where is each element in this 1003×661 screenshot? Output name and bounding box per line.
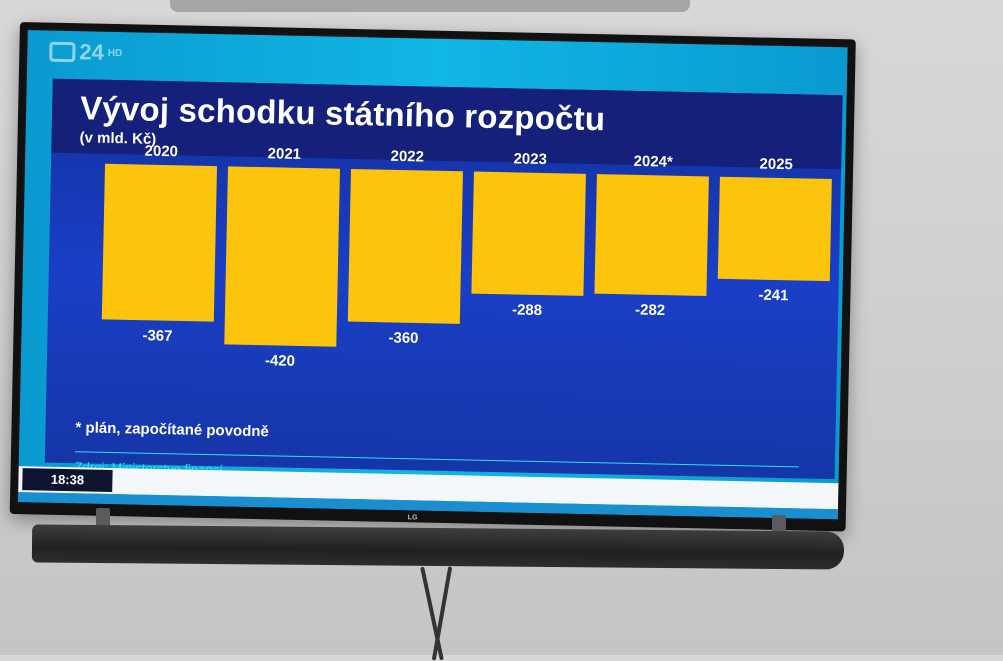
year-label: 2021	[267, 145, 301, 163]
year-label: 2024*	[633, 153, 673, 171]
value-label: -360	[388, 329, 418, 347]
year-label: 2023	[513, 150, 547, 168]
year-label: 2022	[390, 148, 424, 166]
deficit-bar	[471, 171, 586, 296]
chart-footnote: * plán, započítané povodně	[75, 419, 270, 441]
year-label: 2020	[144, 143, 178, 161]
value-label: -282	[635, 301, 665, 319]
deficit-bar	[347, 168, 463, 324]
tv-brand-logo: LG	[407, 514, 418, 522]
signal-cable	[431, 566, 453, 661]
channel-number: 24	[79, 39, 105, 65]
bar-chart: 2020 -367 2021 -420 2022 -360 2023 -288 2024* -28…	[101, 143, 832, 370]
deficit-bar	[717, 176, 832, 282]
soundbar	[31, 524, 845, 570]
deficit-bar	[101, 163, 218, 322]
year-label: 2025	[759, 156, 793, 174]
tv-frame: 24 HD Vývoj schodku státního rozpočtu (v…	[9, 22, 856, 532]
value-label: -420	[265, 352, 295, 370]
deficit-bar	[224, 166, 340, 347]
value-label: -367	[142, 327, 172, 345]
channel-logo: 24 HD	[49, 39, 122, 67]
value-label: -288	[512, 301, 542, 319]
wall-fixture	[170, 0, 690, 12]
chart-panel: Vývoj schodku státního rozpočtu (v mld. …	[44, 78, 843, 480]
tv-screen: 24 HD Vývoj schodku státního rozpočtu (v…	[17, 30, 848, 520]
value-label: -241	[758, 287, 788, 305]
ct-logo-icon	[49, 41, 76, 63]
deficit-bar	[594, 174, 709, 296]
hd-label: HD	[107, 47, 123, 59]
ticker-clock: 18:38	[22, 468, 113, 493]
